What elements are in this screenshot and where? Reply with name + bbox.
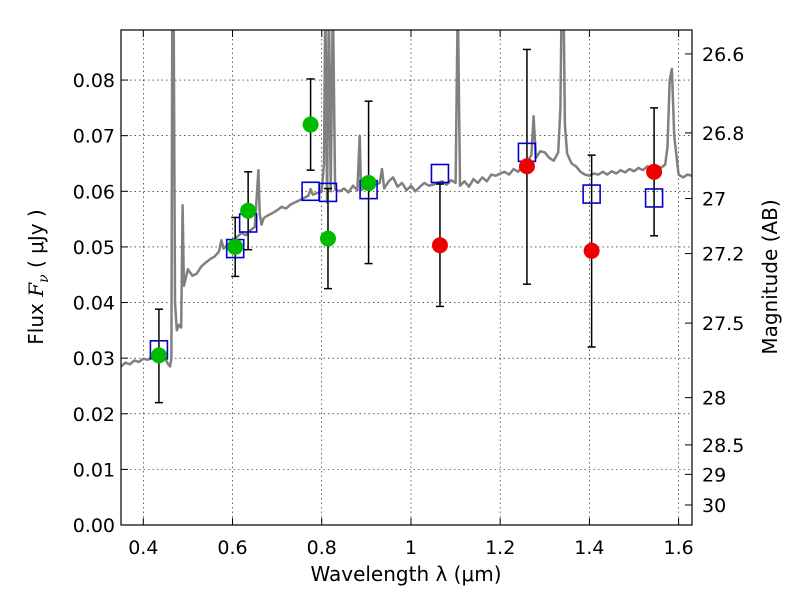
y2-tick-label: 26.8 bbox=[702, 123, 744, 145]
y-tick-label: 0.03 bbox=[73, 348, 115, 370]
y2-axis-label: Magnitude (AB) bbox=[758, 199, 782, 354]
data-point-circle bbox=[240, 202, 257, 219]
y2-tick-label: 27.2 bbox=[702, 244, 744, 266]
data-point-circle bbox=[150, 347, 167, 364]
data-point-circle bbox=[646, 163, 663, 180]
y-tick-label: 0.02 bbox=[73, 404, 115, 426]
x-tick-label: 1 bbox=[405, 537, 417, 559]
x-tick-label: 0.8 bbox=[307, 537, 337, 559]
x-tick-label: 1.6 bbox=[664, 537, 694, 559]
data-point-circle bbox=[518, 158, 535, 175]
y-tick-label: 0.01 bbox=[73, 459, 115, 481]
data-point-circle bbox=[360, 174, 377, 191]
model-spectrum-line bbox=[121, 30, 692, 368]
data-markers bbox=[149, 116, 664, 364]
y-tick-label: 0.05 bbox=[73, 237, 115, 259]
data-point-circle bbox=[583, 242, 600, 259]
x-tick-label: 0.4 bbox=[128, 537, 158, 559]
y2-tick-label: 27.5 bbox=[702, 313, 744, 335]
y2-tick-label: 26.6 bbox=[702, 44, 744, 66]
x-tick-label: 0.6 bbox=[217, 537, 247, 559]
data-point-circle bbox=[319, 230, 336, 247]
y-tick-label: 0.06 bbox=[73, 181, 115, 203]
axis-ticks bbox=[121, 30, 692, 526]
data-point-circle bbox=[431, 237, 448, 254]
y2-tick-label: 27 bbox=[702, 189, 726, 211]
y-tick-label: 0.08 bbox=[73, 70, 115, 92]
x-tick-label: 1.4 bbox=[574, 537, 604, 559]
model-spectrum-layer bbox=[121, 30, 692, 368]
y2-tick-label: 28.5 bbox=[702, 435, 744, 457]
x-axis-label: Wavelength λ (μm) bbox=[310, 562, 501, 586]
y-tick-label: 0.07 bbox=[73, 126, 115, 148]
data-point-circle bbox=[302, 116, 319, 133]
y2-tick-label: 29 bbox=[702, 464, 726, 486]
y2-tick-label: 30 bbox=[702, 495, 726, 517]
plot-frame bbox=[120, 29, 693, 526]
y2-tick-label: 28 bbox=[702, 388, 726, 410]
tick-labels: 0.4 0.6 0.8 1 1.2 1.4 1.6 0.00 0.01 0.02 0.03 0.04 0… bbox=[73, 44, 745, 559]
data-point-circle bbox=[227, 238, 244, 255]
data-point-square bbox=[644, 188, 664, 208]
y-axis-label: Flux Fν ( μJy ) bbox=[24, 209, 52, 344]
data-point-square bbox=[318, 182, 338, 203]
y-tick-label: 0.00 bbox=[73, 515, 115, 537]
x-tick-label: 1.2 bbox=[485, 537, 515, 559]
data-point-square bbox=[582, 184, 601, 204]
error-bars bbox=[154, 48, 659, 404]
grid bbox=[121, 30, 692, 526]
data-point-square bbox=[430, 163, 450, 184]
y-tick-label: 0.04 bbox=[73, 293, 115, 315]
